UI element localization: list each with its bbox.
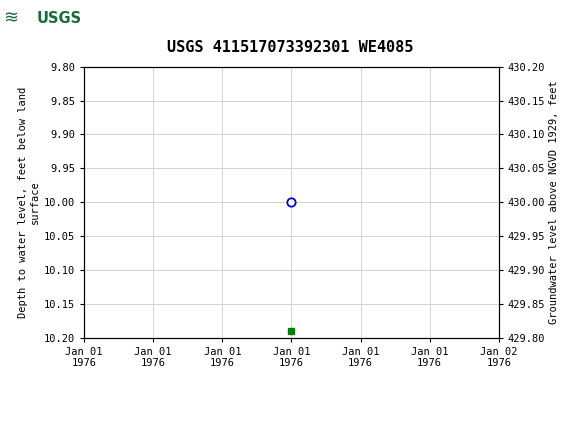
Text: USGS: USGS xyxy=(37,12,82,26)
Text: ≋: ≋ xyxy=(3,9,19,27)
Text: USGS 411517073392301 WE4085: USGS 411517073392301 WE4085 xyxy=(167,40,413,55)
Bar xyxy=(1,2,70,36)
FancyBboxPatch shape xyxy=(3,2,67,36)
Y-axis label: Groundwater level above NGVD 1929, feet: Groundwater level above NGVD 1929, feet xyxy=(549,80,560,324)
Y-axis label: Depth to water level, feet below land
surface: Depth to water level, feet below land su… xyxy=(18,86,39,318)
Text: ≋USGS: ≋USGS xyxy=(4,12,64,26)
